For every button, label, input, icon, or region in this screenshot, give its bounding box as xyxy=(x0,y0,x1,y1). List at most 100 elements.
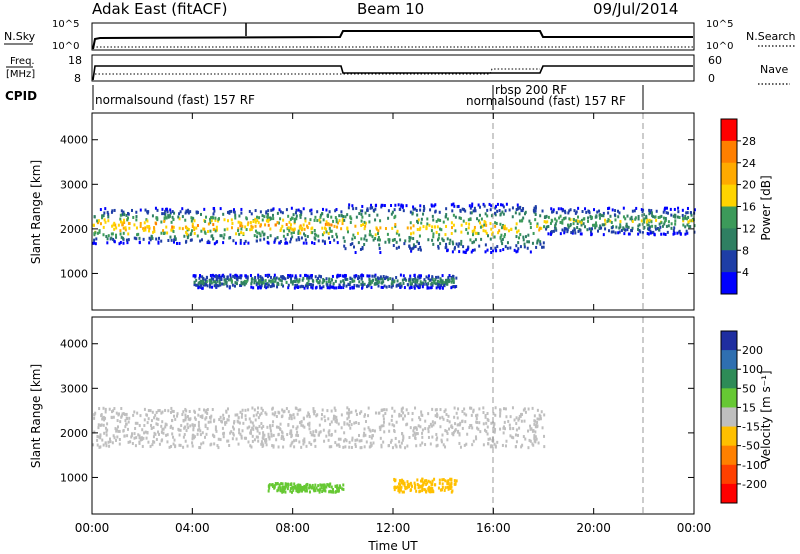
velocity-cell xyxy=(213,418,216,422)
power-cell xyxy=(113,227,116,231)
power-cell xyxy=(641,231,644,235)
power-cell xyxy=(151,214,154,218)
velocity-cell xyxy=(141,428,144,432)
velocity-cell xyxy=(290,417,293,421)
power-cell xyxy=(375,227,378,231)
velocity-cell xyxy=(453,406,456,410)
velocity-cell xyxy=(139,414,142,418)
power-cell xyxy=(329,284,332,288)
velocity-cell xyxy=(249,429,252,433)
power-cell xyxy=(518,206,521,210)
velocity-cell xyxy=(348,440,351,444)
power-cell xyxy=(577,219,580,223)
power-cell xyxy=(389,277,392,281)
x-tick-label: 20:00 xyxy=(576,521,611,535)
velocity-cell xyxy=(161,420,164,424)
power-cell xyxy=(169,208,172,212)
velocity-cell xyxy=(244,417,247,421)
velocity-cell xyxy=(93,430,96,434)
velocity-cell xyxy=(393,429,396,433)
velocity-cell xyxy=(414,426,417,430)
velocity-cell xyxy=(151,410,154,414)
power-cell xyxy=(139,208,142,212)
velocity-cell xyxy=(282,410,285,414)
power-cell xyxy=(555,219,558,223)
power-cell xyxy=(302,223,305,227)
power-cell xyxy=(250,277,253,281)
power-cell xyxy=(336,235,339,239)
power-cell xyxy=(299,231,302,235)
velocity-cell xyxy=(248,417,251,421)
velocity-cell xyxy=(493,430,496,434)
power-cell xyxy=(435,286,438,290)
velocity-cell xyxy=(311,433,314,437)
velocity-cell xyxy=(527,429,530,433)
velocity-cell xyxy=(182,410,185,414)
power-cell xyxy=(124,228,127,232)
velocity-cell xyxy=(438,478,441,482)
power-cell xyxy=(408,244,411,248)
power-cell xyxy=(318,279,321,283)
power-cell xyxy=(499,212,502,216)
velocity-cell xyxy=(348,423,351,427)
velocity-cell xyxy=(224,422,227,426)
power-cell xyxy=(334,216,337,220)
power-cell xyxy=(637,214,640,218)
power-cell xyxy=(254,276,257,280)
velocity-cell xyxy=(93,413,96,417)
velocity-cell xyxy=(297,490,300,494)
power-cell xyxy=(663,206,666,210)
velocity-cell xyxy=(329,489,332,493)
power-cell xyxy=(160,239,163,243)
power-cell xyxy=(573,228,576,232)
velocity-cell xyxy=(419,485,422,489)
velocity-cell xyxy=(503,427,506,431)
velocity-cell xyxy=(347,408,350,412)
power-cell xyxy=(328,277,331,281)
velocity-cell xyxy=(98,445,101,449)
power-cell xyxy=(625,222,628,226)
power-cell xyxy=(490,250,493,254)
power-cell xyxy=(419,204,422,208)
velocity-cell xyxy=(528,438,531,442)
velocity-cell xyxy=(142,436,145,440)
power-cell xyxy=(351,285,354,289)
velocity-cell xyxy=(338,484,341,488)
power-cell xyxy=(259,210,262,214)
velocity-cell xyxy=(222,413,225,417)
power-cell xyxy=(416,280,419,284)
power-cell xyxy=(674,219,677,223)
power-cell xyxy=(104,220,107,224)
power-cell xyxy=(291,282,294,286)
power-cell xyxy=(518,236,521,240)
velocity-cell xyxy=(414,436,417,440)
power-cell xyxy=(590,227,593,231)
power-cell xyxy=(264,273,267,277)
velocity-cell xyxy=(93,416,96,420)
power-cell xyxy=(515,235,518,239)
velocity-cell xyxy=(298,487,301,491)
velocity-cell xyxy=(183,433,186,437)
velocity-cell xyxy=(313,412,316,416)
velocity-cell xyxy=(211,408,214,412)
velocity-cell xyxy=(286,487,289,491)
power-cell xyxy=(409,210,412,214)
power-cell xyxy=(305,241,308,245)
velocity-cell xyxy=(398,490,401,494)
power-cell xyxy=(477,203,480,207)
velocity-cell xyxy=(112,434,115,438)
velocity-cell xyxy=(360,446,363,450)
velocity-cell xyxy=(431,435,434,439)
velocity-cell xyxy=(322,428,325,432)
velocity-cell xyxy=(304,485,307,489)
velocity-cell xyxy=(96,438,99,442)
power-cell xyxy=(304,234,307,238)
power-cell xyxy=(684,232,687,236)
velocity-cell xyxy=(171,426,174,430)
velocity-cell xyxy=(204,423,207,427)
power-cell xyxy=(446,248,449,252)
power-cell xyxy=(380,285,383,289)
power-cell xyxy=(280,283,283,287)
power-cell xyxy=(517,241,520,245)
power-cell xyxy=(434,277,437,281)
